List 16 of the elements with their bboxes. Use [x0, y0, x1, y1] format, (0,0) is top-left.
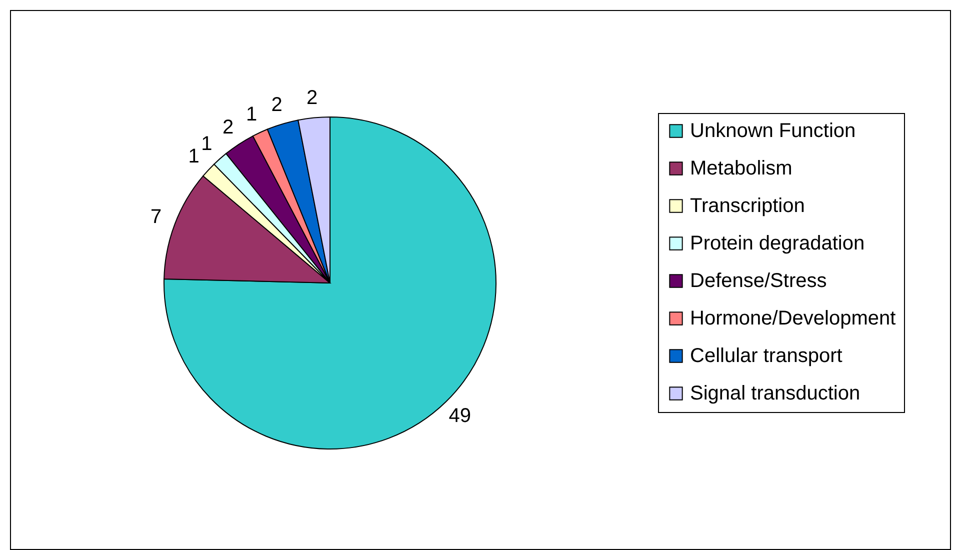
legend-label: Defense/Stress: [690, 270, 827, 292]
data-label: 7: [150, 206, 162, 228]
legend-label: Unknown Function: [690, 120, 856, 142]
data-label: 2: [306, 86, 318, 109]
data-label: 1: [188, 145, 200, 168]
legend-label: Hormone/Development: [690, 308, 896, 330]
legend-label: Metabolism: [690, 158, 792, 180]
data-label: 1: [246, 103, 258, 126]
legend-label: Protein degradation: [690, 232, 865, 254]
data-label: 2: [271, 94, 282, 116]
data-label: 2: [222, 116, 234, 138]
legend-label: Signal transduction: [690, 382, 860, 404]
data-label: 49: [448, 405, 472, 428]
data-label: 1: [201, 132, 212, 155]
legend-label: Transcription: [690, 195, 805, 217]
legend-label: Cellular transport: [690, 345, 843, 367]
